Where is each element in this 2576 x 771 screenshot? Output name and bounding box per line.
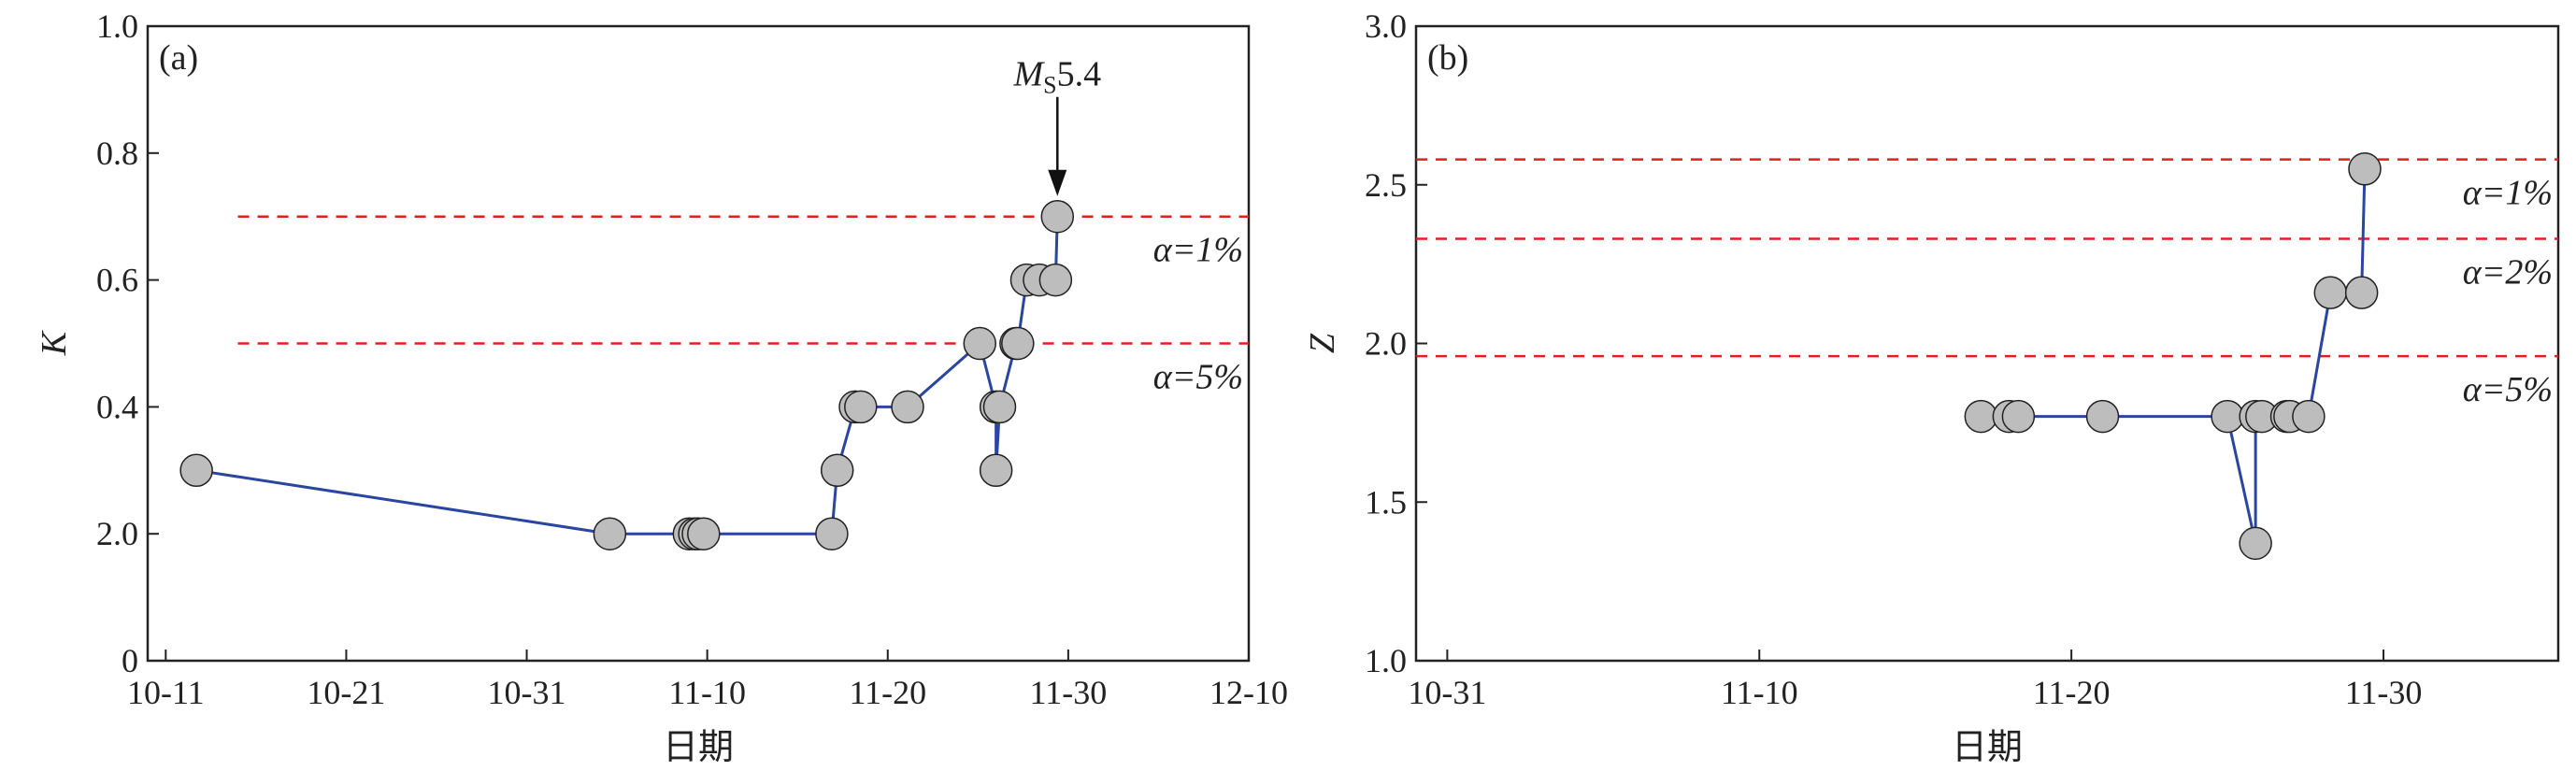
data-point [593, 517, 627, 550]
x-tick-label: 12-10 [1209, 674, 1288, 711]
x-tick-label: 11-30 [1030, 674, 1108, 711]
data-point [2239, 526, 2272, 561]
x-tick-label: 10-21 [307, 674, 385, 711]
data-point [2001, 399, 2036, 434]
x-tick-label: 11-20 [849, 674, 926, 711]
data-point [963, 326, 997, 361]
y-tick-label: 0.4 [96, 388, 138, 425]
x-axis-label: 日期 [1952, 728, 2023, 767]
y-tick-label: 1.0 [96, 7, 138, 45]
data-point [1964, 399, 1998, 434]
x-tick-label: 11-10 [668, 674, 746, 711]
threshold-label: α=2% [2463, 252, 2553, 292]
panel-a: 10-11 10-21 10-31 11-10 11-20 11-30 12-10 0 2.0 0… [35, 7, 1288, 767]
plot-frame [1414, 24, 2560, 663]
data-point [979, 453, 1013, 488]
data-point [2344, 276, 2379, 309]
threshold-label: α=1% [1153, 231, 1243, 270]
y-tick-label: 0 [122, 642, 138, 679]
x-tick-label: 11-10 [1721, 674, 1798, 711]
x-tick-label: 11-30 [2345, 674, 2423, 711]
y-tick-label: 0.6 [96, 262, 138, 299]
annotation-magnitude-symbol: M [1012, 55, 1045, 94]
x-tick-label: 10-11 [127, 674, 205, 711]
data-point [820, 453, 854, 488]
y-tick-label: 2.5 [1365, 166, 1407, 204]
x-axis-label: 日期 [663, 728, 734, 767]
threshold-label: α=1% [2463, 174, 2553, 213]
panel-label: (a) [159, 38, 198, 78]
data-point [2211, 399, 2244, 434]
data-point [2292, 399, 2326, 434]
x-tick-label: 11-20 [2033, 674, 2111, 711]
data-point [891, 390, 924, 424]
data-point [815, 517, 849, 550]
data-point [844, 390, 878, 424]
data-point [2313, 276, 2348, 309]
annotation-magnitude-value: 5.4 [1057, 55, 1102, 94]
y-axis-label: K [35, 330, 74, 356]
data-point [1040, 199, 1075, 234]
y-tick-label: 1.5 [1365, 483, 1407, 521]
data-point [687, 517, 721, 550]
annotation-label: MS5.4 [1012, 55, 1101, 99]
x-tick-label: 10-31 [488, 674, 566, 711]
data-point [2348, 152, 2382, 186]
annotation-magnitude-subscript: S [1043, 72, 1056, 99]
threshold-label: α=5% [1153, 358, 1243, 397]
data-point [1001, 326, 1035, 361]
data-point [1038, 263, 1073, 297]
data-point [179, 453, 213, 488]
y-tick-label: 1.0 [1365, 642, 1407, 679]
series-line [195, 216, 1059, 535]
data-point [2085, 399, 2120, 434]
x-tick-label: 10-31 [1408, 674, 1486, 711]
y-tick-label: 0.8 [96, 135, 138, 172]
annotation-arrow-head [1048, 169, 1067, 196]
threshold-label: α=5% [2463, 370, 2553, 409]
data-point [982, 390, 1017, 424]
y-tick-label: 3.0 [1365, 7, 1407, 45]
panel-b: 10-31 11-10 11-20 11-30 1.0 1.5 2.0 2.5 3.0 日期 Z (b… [1303, 7, 2560, 767]
y-axis-label: Z [1303, 333, 1342, 353]
y-tick-label: 2.0 [96, 515, 138, 552]
y-tick-label: 2.0 [1365, 325, 1407, 363]
panel-label: (b) [1427, 38, 1468, 78]
